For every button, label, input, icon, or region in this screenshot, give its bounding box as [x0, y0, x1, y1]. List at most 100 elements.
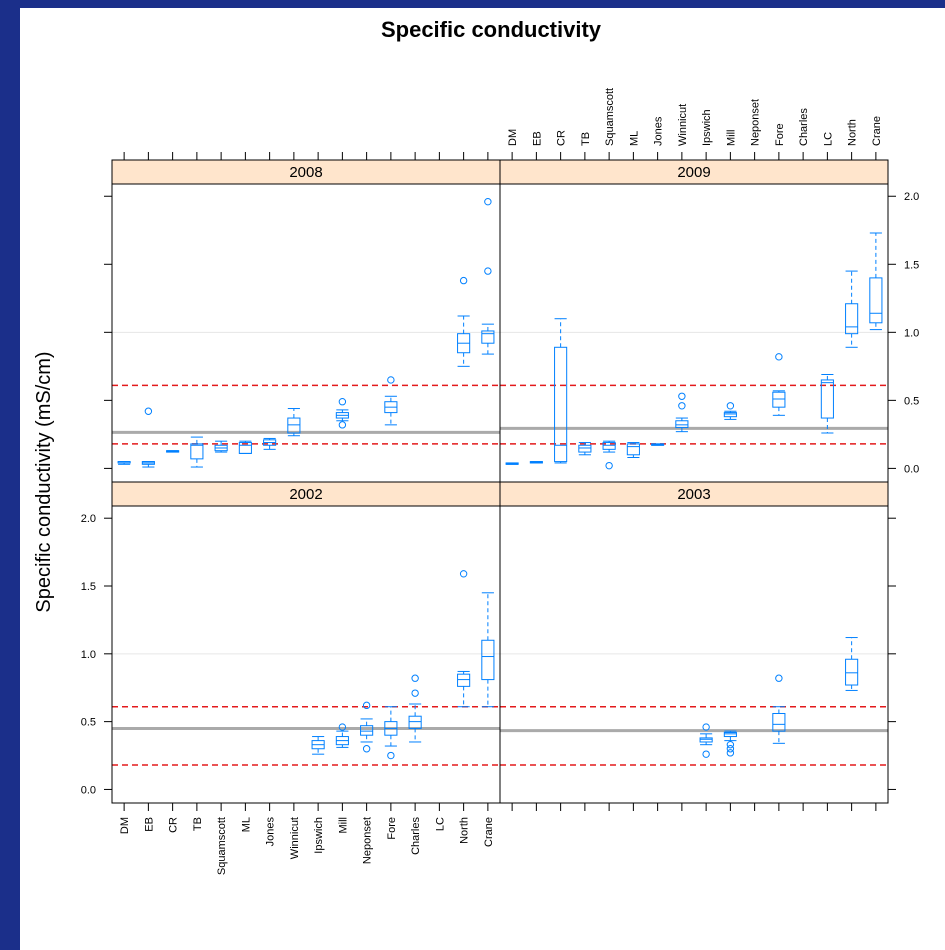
x-tick-label: Fore: [774, 123, 786, 146]
x-tick-label: LC: [434, 817, 446, 831]
box: [675, 420, 689, 429]
outlier: [362, 701, 371, 710]
y-tick-label: 0.0: [904, 463, 919, 475]
y-axis-label: Specific conductivity (mS/cm): [33, 351, 55, 612]
outlier: [726, 745, 735, 753]
box: [820, 379, 834, 419]
box: [190, 443, 204, 460]
box: [845, 303, 859, 335]
x-tick-label: North: [459, 817, 471, 844]
x-tick-label: Winnicut: [289, 817, 301, 859]
x-tick-label: DM: [119, 817, 131, 834]
x-tick-label: TB: [580, 132, 592, 146]
outlier: [144, 407, 153, 415]
outlier: [338, 723, 347, 731]
outlier: [387, 376, 395, 384]
outlier: [338, 421, 347, 429]
outlier: [726, 749, 735, 757]
y-tick-label: 0.5: [81, 717, 96, 729]
x-tick-label: ML: [628, 131, 640, 146]
x-tick-label: ML: [240, 817, 252, 832]
strip: [111, 159, 501, 185]
box: [481, 330, 495, 344]
x-tick-label: Winnicut: [677, 104, 689, 146]
x-tick-label: Jones: [265, 817, 277, 847]
box: [772, 712, 786, 732]
y-tick-label: 2.0: [904, 191, 919, 203]
x-tick-label: Mill: [725, 130, 737, 147]
x-tick-label: Charles: [410, 817, 422, 855]
outlier: [411, 689, 419, 697]
x-tick-label: Crane: [871, 116, 883, 146]
x-tick-label: DM: [507, 129, 519, 146]
x-tick-label: EB: [531, 131, 543, 146]
outlier: [387, 751, 395, 760]
outlier: [726, 402, 735, 410]
chart-title: Specific conductivity: [381, 17, 602, 42]
strip-label: 2002: [289, 486, 322, 503]
strip-label: 2008: [289, 164, 322, 181]
outlier: [484, 267, 492, 275]
x-tick-label: Mill: [337, 817, 349, 834]
box: [578, 444, 592, 453]
box: [772, 391, 786, 408]
panel-border: [499, 505, 889, 804]
y-tick-label: 1.0: [81, 649, 96, 661]
strip: [111, 481, 501, 507]
x-tick-label: Squamscott: [604, 88, 616, 146]
strip-label: 2009: [677, 164, 710, 181]
outlier: [678, 402, 686, 410]
box: [845, 658, 859, 686]
outlier: [678, 392, 686, 400]
box: [457, 673, 471, 687]
box: [554, 346, 568, 463]
box: [869, 277, 883, 324]
x-tick-label: Neponset: [750, 99, 762, 146]
box: [699, 737, 713, 743]
outlier: [775, 674, 783, 682]
y-tick-label: 1.0: [904, 327, 919, 339]
panel-border: [111, 183, 501, 483]
x-tick-label: Fore: [386, 817, 398, 840]
x-tick-label: Ipswich: [701, 109, 713, 146]
box: [602, 442, 616, 450]
outlier: [605, 461, 613, 470]
outlier: [484, 197, 492, 206]
panel-border: [111, 505, 501, 804]
x-tick-label: North: [847, 119, 859, 146]
x-tick-label: Squamscott: [216, 817, 228, 875]
outlier: [459, 570, 468, 578]
outlier: [411, 674, 419, 682]
y-tick-label: 0.0: [81, 784, 96, 796]
box: [287, 417, 301, 434]
box: [723, 731, 737, 738]
x-tick-label: Charles: [798, 108, 810, 146]
x-tick-label: Jones: [653, 116, 665, 146]
y-tick-label: 0.5: [904, 395, 919, 407]
outlier: [775, 353, 783, 361]
strip: [499, 159, 889, 185]
x-tick-label: Crane: [483, 817, 495, 847]
strip: [499, 481, 889, 507]
outlier: [459, 276, 468, 285]
outlier: [702, 723, 710, 731]
box: [408, 715, 422, 729]
box: [238, 442, 252, 454]
box: [723, 412, 737, 418]
outlier: [362, 745, 371, 753]
x-tick-label: Ipswich: [313, 817, 325, 854]
strip-label: 2003: [677, 486, 710, 503]
x-tick-label: TB: [192, 817, 204, 831]
x-tick-label: CR: [168, 817, 180, 833]
box: [626, 443, 640, 456]
box: [360, 725, 374, 736]
box: [481, 639, 495, 681]
outlier: [726, 740, 735, 749]
x-tick-label: Neponset: [362, 817, 374, 864]
y-tick-label: 1.5: [904, 259, 919, 271]
x-tick-label: LC: [822, 132, 834, 146]
y-tick-label: 1.5: [81, 581, 96, 593]
x-tick-label: CR: [556, 130, 568, 146]
